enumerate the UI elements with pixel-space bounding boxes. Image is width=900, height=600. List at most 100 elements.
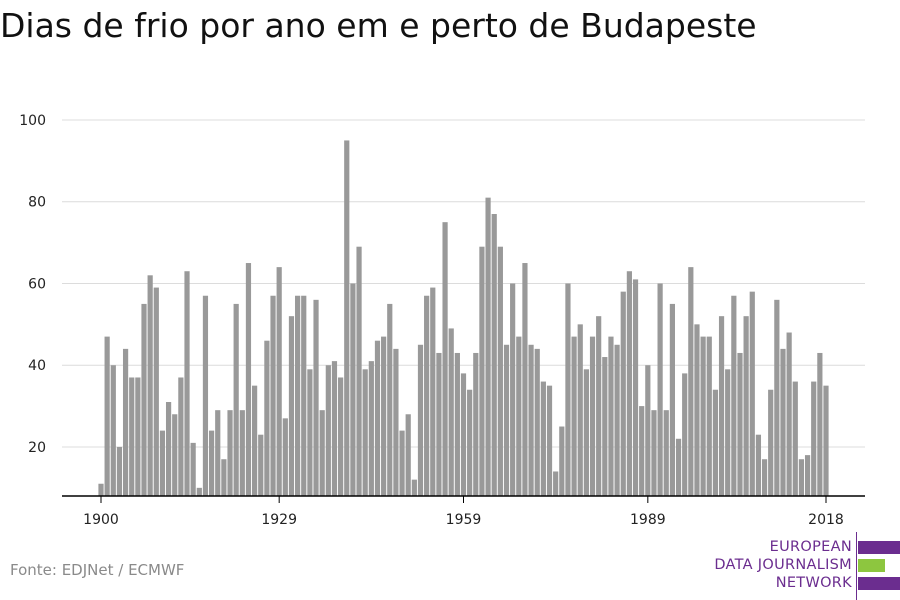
logo-line-network: NETWORK [775, 575, 852, 591]
bar-1987 [632, 279, 639, 496]
bar-2012 [786, 332, 792, 496]
bar-1929 [276, 267, 282, 496]
logo-bar-green [858, 559, 885, 572]
bar-1909 [153, 287, 159, 496]
bar-2010 [774, 299, 780, 496]
bar-1962 [479, 246, 485, 496]
bar-1949 [399, 430, 405, 496]
bar-1982 [602, 357, 608, 496]
bar-1908 [147, 275, 153, 496]
bar-1985 [620, 291, 626, 496]
y-tick-label: 40 [28, 358, 46, 374]
bar-1903 [116, 446, 123, 496]
bar-2008 [761, 459, 768, 496]
bar-1969 [522, 263, 528, 496]
bar-1999 [706, 336, 712, 496]
logo-divider [856, 532, 857, 600]
bar-1955 [436, 352, 442, 496]
bar-2005 [743, 316, 749, 496]
bar-1944 [368, 361, 374, 496]
x-tick-label: 1900 [83, 512, 119, 528]
bar-2004 [737, 352, 743, 496]
x-tick-label: 1989 [630, 512, 666, 528]
grid-lines [62, 119, 865, 448]
bar-1997 [694, 324, 700, 496]
chart-title: Dias de frio por ano em e perto de Budap… [0, 6, 757, 45]
bar-1977 [571, 336, 577, 496]
bar-1995 [682, 373, 688, 496]
bar-1924 [245, 263, 252, 496]
bar-1975 [559, 426, 565, 496]
bar-1991 [657, 283, 663, 496]
bar-1932 [295, 295, 301, 496]
bar-1920 [221, 459, 227, 496]
bar-2011 [780, 348, 786, 496]
bar-1919 [215, 410, 221, 496]
bar-1967 [510, 283, 516, 496]
x-tick-label: 1929 [261, 512, 297, 528]
bar-1946 [381, 336, 387, 496]
bar-1974 [553, 471, 559, 496]
bar-2009 [768, 389, 774, 496]
bar-2016 [811, 381, 817, 496]
bars [98, 140, 829, 497]
bar-1990 [651, 410, 657, 496]
y-tick-label: 100 [19, 113, 46, 129]
bar-1960 [467, 389, 473, 496]
bar-1976 [565, 283, 571, 496]
bar-1906 [135, 377, 141, 496]
y-tick-label: 20 [28, 440, 46, 456]
bar-1973 [546, 385, 553, 496]
bar-1930 [282, 418, 288, 496]
bar-1956 [442, 222, 448, 497]
bar-1937 [325, 365, 331, 496]
y-axis-ticks: 20 40 60 80 100 [19, 113, 46, 456]
bar-1943 [362, 369, 368, 496]
bar-1980 [589, 336, 596, 496]
bar-1978 [577, 324, 583, 496]
bar-1938 [331, 361, 338, 496]
bar-1984 [614, 344, 620, 496]
bar-2015 [804, 455, 811, 496]
bar-1936 [319, 410, 325, 496]
bar-1934 [307, 369, 313, 496]
source-note: Fonte: EDJNet / ECMWF [10, 561, 185, 579]
bar-1992 [663, 410, 669, 496]
bar-1921 [227, 410, 233, 496]
bar-1981 [596, 316, 602, 496]
bar-1996 [688, 267, 694, 496]
bar-1911 [165, 402, 172, 496]
bar-1963 [485, 197, 491, 496]
bar-1994 [675, 438, 682, 496]
bar-2001 [718, 316, 725, 496]
bar-1915 [190, 442, 196, 496]
bar-1954 [430, 287, 436, 496]
bar-1905 [129, 377, 135, 496]
bar-1948 [393, 348, 399, 496]
bar-1931 [288, 316, 295, 496]
bar-2007 [755, 434, 762, 496]
bar-2006 [749, 291, 755, 496]
bar-1913 [178, 377, 184, 496]
x-axis-ticks: 1900 1929 1959 1989 2018 [83, 496, 844, 528]
bar-1971 [534, 348, 540, 496]
bar-1916 [196, 487, 202, 496]
bar-1928 [270, 295, 276, 496]
bar-1993 [669, 303, 675, 496]
bar-2014 [798, 459, 805, 496]
bar-1951 [411, 479, 417, 496]
edjnet-logo[interactable]: EUROPEAN DATA JOURNALISM NETWORK [700, 532, 900, 600]
bar-1988 [639, 406, 645, 496]
bar-1950 [405, 414, 411, 496]
bar-1961 [473, 352, 479, 496]
bar-1968 [516, 336, 522, 496]
bar-1923 [239, 410, 245, 496]
bar-1917 [202, 295, 209, 496]
bar-1953 [424, 295, 430, 496]
bar-2003 [731, 295, 737, 496]
x-tick-label: 1959 [446, 512, 482, 528]
logo-bar-purple-top [858, 541, 900, 554]
bar-1983 [608, 336, 614, 496]
bar-1957 [448, 328, 454, 496]
